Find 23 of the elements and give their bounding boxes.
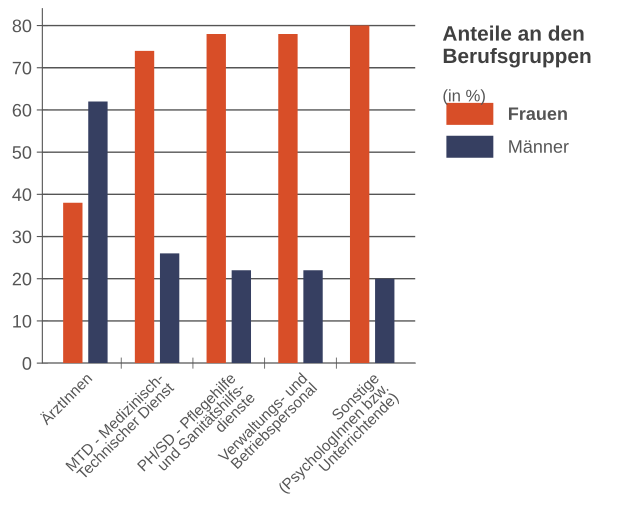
bar xyxy=(134,50,154,364)
bar xyxy=(88,102,108,364)
y-tick-label: 70 xyxy=(12,62,32,74)
legend-label: Männer xyxy=(509,140,569,153)
text: Anteile an den Berufsgruppen xyxy=(442,26,590,68)
bar xyxy=(160,253,180,364)
y-tick-label: 20 xyxy=(12,272,32,286)
y-tick-label: 30 xyxy=(12,230,32,244)
bar xyxy=(206,34,226,364)
y-tick-label: 40 xyxy=(12,188,32,202)
y-tick-label: 60 xyxy=(12,104,32,117)
bar xyxy=(303,270,323,364)
text: (in %) xyxy=(443,89,485,105)
bar xyxy=(375,278,394,364)
y-tick-label: 0 xyxy=(22,357,32,370)
y-tick-label: 50 xyxy=(12,146,32,159)
bar xyxy=(63,202,82,364)
bar xyxy=(350,26,370,364)
bar xyxy=(232,270,252,364)
y-tick-label: 10 xyxy=(13,314,32,328)
bar xyxy=(278,34,298,364)
legend-label: Frauen xyxy=(508,107,567,120)
y-tick-label: 80 xyxy=(12,19,32,32)
